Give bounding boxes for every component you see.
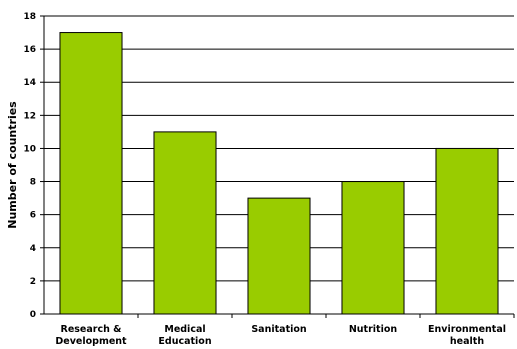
y-tick-label: 0 xyxy=(30,310,36,320)
x-category-label: health xyxy=(450,336,484,347)
y-tick-label: 16 xyxy=(23,45,36,55)
bar xyxy=(153,131,217,315)
y-tick-label: 4 xyxy=(30,244,36,254)
y-tick-label: 12 xyxy=(23,111,36,121)
bar xyxy=(435,147,499,315)
bar xyxy=(59,32,123,315)
x-category-label: Development xyxy=(55,336,127,347)
bars xyxy=(59,32,499,315)
y-tick-label: 6 xyxy=(30,211,36,221)
bar xyxy=(341,181,405,315)
x-category-label: Environmental xyxy=(428,324,506,335)
x-category-label: Education xyxy=(158,336,211,347)
y-tick-label: 18 xyxy=(23,12,36,22)
y-axis-title: Number of countries xyxy=(6,101,19,229)
x-category-label: Sanitation xyxy=(251,324,307,335)
y-tick-labels: 0 2 4 6 8 10 12 14 16 18 xyxy=(23,12,36,320)
x-category-label: Research & xyxy=(61,324,122,335)
bar xyxy=(247,197,311,315)
y-tick-label: 10 xyxy=(23,144,36,154)
x-category-label: Medical xyxy=(164,324,205,335)
y-tick-label: 2 xyxy=(30,277,36,287)
x-category-label: Nutrition xyxy=(349,324,398,335)
y-tick-label: 8 xyxy=(30,178,36,188)
y-tick-label: 14 xyxy=(23,78,36,88)
axes xyxy=(40,15,515,318)
